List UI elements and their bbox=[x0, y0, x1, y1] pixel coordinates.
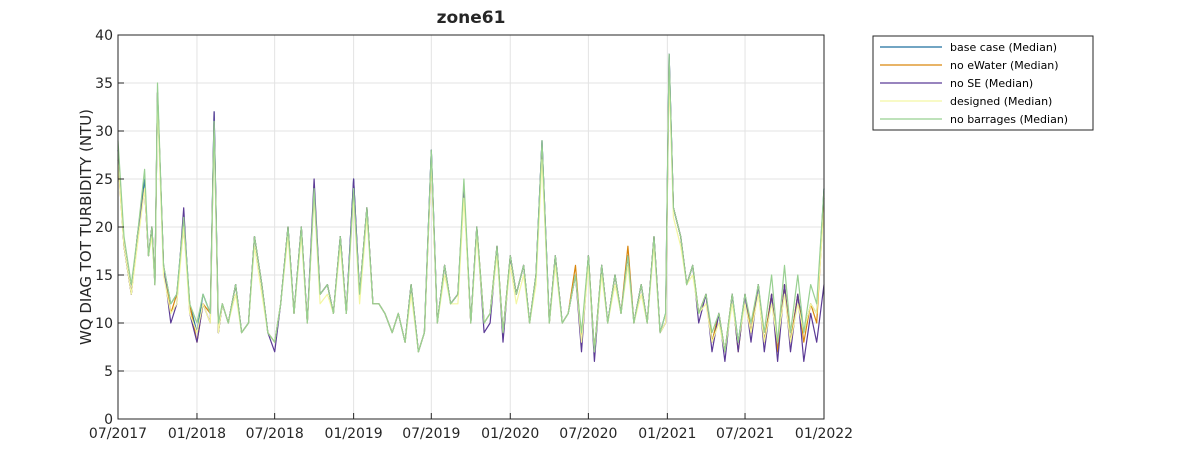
x-tick-label: 01/2021 bbox=[638, 426, 696, 442]
y-ticks: 0 5 10 15 20 25 30 35 40 bbox=[95, 28, 124, 428]
grid bbox=[117, 34, 825, 420]
x-tick-label: 07/2021 bbox=[716, 426, 774, 442]
x-tick-label: 07/2018 bbox=[246, 426, 304, 442]
legend-entry: base case (Median) bbox=[950, 41, 1057, 54]
x-tick-label: 07/2017 bbox=[89, 426, 147, 442]
y-axis-label: WQ DIAG TOT TURBIDITY (NTU) bbox=[77, 109, 95, 345]
x-tick-label: 01/2019 bbox=[325, 426, 383, 442]
series-lines bbox=[117, 53, 825, 362]
legend-entry: designed (Median) bbox=[950, 95, 1052, 108]
y-tick-label: 30 bbox=[95, 124, 113, 140]
y-tick-label: 10 bbox=[95, 316, 113, 332]
legend-entry: no eWater (Median) bbox=[950, 59, 1059, 72]
x-tick-label: 01/2018 bbox=[168, 426, 226, 442]
y-tick-label: 15 bbox=[95, 268, 113, 284]
chart-title: zone61 bbox=[437, 8, 506, 28]
legend-entry: no SE (Median) bbox=[950, 77, 1033, 90]
legend-box bbox=[872, 35, 1094, 131]
series-line-4 bbox=[117, 72, 825, 353]
legend-entry: no barrages (Median) bbox=[950, 113, 1068, 126]
x-tick-label: 07/2019 bbox=[402, 426, 460, 442]
y-tick-label: 20 bbox=[95, 220, 113, 236]
y-tick-label: 40 bbox=[95, 28, 113, 44]
y-tick-label: 0 bbox=[104, 412, 113, 428]
x-tick-label: 01/2020 bbox=[481, 426, 539, 442]
x-tick-label: 07/2020 bbox=[559, 426, 617, 442]
y-tick-label: 25 bbox=[95, 172, 113, 188]
series-line-5 bbox=[117, 53, 825, 353]
x-ticks: 07/2017 01/2018 07/2018 01/2019 07/2019 01/20… bbox=[89, 413, 853, 442]
y-tick-label: 5 bbox=[104, 364, 113, 380]
x-tick-label: 01/2022 bbox=[795, 426, 853, 442]
legend: base case (Median) no eWater (Median) no S… bbox=[872, 35, 1094, 131]
y-tick-label: 35 bbox=[95, 76, 113, 92]
